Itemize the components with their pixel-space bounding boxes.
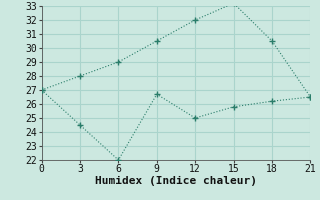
- X-axis label: Humidex (Indice chaleur): Humidex (Indice chaleur): [95, 176, 257, 186]
